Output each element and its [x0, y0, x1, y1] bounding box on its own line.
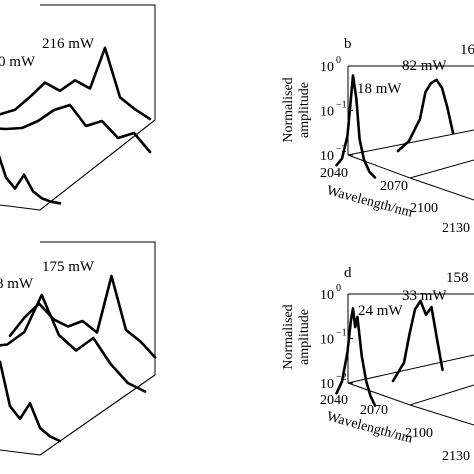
series-trace: [0, 103, 152, 154]
series-label: 33 mW: [402, 288, 447, 304]
back-wall: [347, 65, 474, 156]
series-trace: [8, 274, 157, 359]
power-label: 216 mW: [42, 36, 95, 52]
x-tick-label: 2040: [320, 166, 348, 181]
y-tick-exponent: −1: [336, 328, 347, 339]
series-trace: [335, 307, 377, 407]
power-label: 0 mW: [0, 54, 36, 70]
series-label: 158: [446, 270, 469, 286]
x-tick-label: 2070: [360, 403, 388, 418]
panel-a: 216 mW 0 mW: [0, 4, 156, 211]
series-trace: [391, 299, 444, 383]
y-tick-label: 10: [320, 105, 334, 120]
y-tick-label: 10: [320, 377, 334, 392]
y-axis-label-line: amplitude: [297, 82, 312, 138]
series-trace: [0, 293, 147, 393]
y-axis-label: Normalisedamplitude: [281, 77, 312, 142]
y-tick-exponent: −2: [336, 372, 347, 383]
y-axis-label-line: Normalised: [281, 77, 296, 142]
series-trace: [0, 154, 62, 205]
y-tick-exponent: −1: [336, 100, 347, 111]
y-tick-exponent: −2: [336, 144, 347, 155]
y-tick-label: 10: [320, 60, 334, 75]
y-axis-label-line: Normalised: [281, 304, 296, 369]
series-label: 18 mW: [357, 81, 402, 97]
series-trace: [0, 46, 152, 121]
series-label: 160: [460, 42, 474, 58]
x-tick-label: 2070: [380, 179, 408, 194]
x-tick-label: 2100: [410, 201, 438, 216]
x-tick-label: 2130: [442, 221, 470, 236]
panel-c: 175 mW 8 mW: [0, 241, 157, 456]
power-label: 175 mW: [42, 259, 95, 275]
series-trace: [0, 360, 62, 443]
series-label: 24 mW: [358, 303, 403, 319]
series-label: 82 mW: [402, 58, 447, 74]
panel-label: d: [344, 265, 352, 281]
power-label: 8 mW: [0, 276, 34, 292]
y-axis-label: Normalisedamplitude: [281, 304, 312, 369]
y-tick-label: 10: [320, 149, 334, 164]
x-tick-label: 2040: [320, 393, 348, 408]
y-tick-exponent: 0: [336, 283, 341, 294]
x-tick-label: 2100: [405, 426, 433, 441]
series-trace: [396, 78, 455, 153]
x-tick-label: 2130: [442, 449, 470, 464]
series-trace: [335, 74, 377, 179]
y-axis-label-line: amplitude: [297, 309, 312, 365]
panel-label: b: [344, 36, 352, 52]
floor-plane: [347, 154, 474, 201]
y-tick-label: 10: [320, 288, 334, 303]
y-tick-label: 10: [320, 333, 334, 348]
y-tick-exponent: 0: [336, 55, 341, 66]
back-wall: [347, 293, 474, 384]
